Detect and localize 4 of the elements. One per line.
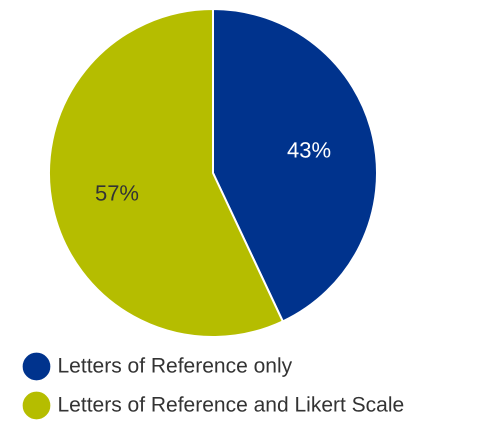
data-label: 57%	[94, 180, 139, 206]
legend-label: Letters of Reference only	[58, 354, 293, 378]
legend-label: Letters of Reference and Likert Scale	[58, 393, 404, 416]
data-label: 43%	[287, 138, 332, 163]
